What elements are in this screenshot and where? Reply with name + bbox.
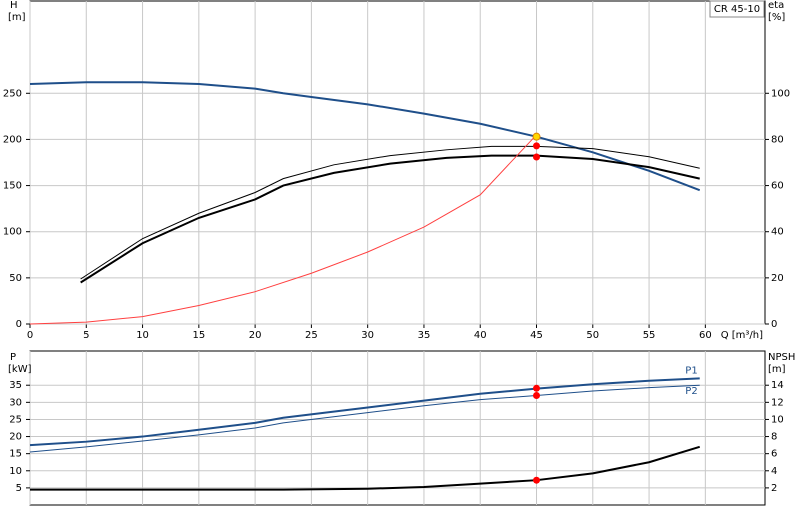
y2-tick-label: 2 (771, 483, 777, 494)
x-tick-label: 15 (192, 330, 205, 341)
y2-tick-label: 8 (771, 432, 777, 443)
y2-tick-label: 100 (771, 88, 790, 99)
y2-tick-label: 0 (771, 319, 777, 330)
x-tick-label: 40 (474, 330, 487, 341)
x-tick-label: 20 (249, 330, 262, 341)
x-tick-label: 45 (530, 330, 543, 341)
y-tick-label: 50 (9, 273, 22, 284)
point-marker (533, 476, 541, 484)
plot-area (29, 350, 766, 506)
y2-tick-label: 6 (771, 449, 777, 460)
y-tick-label: 10 (9, 466, 22, 477)
y2-tick-label: 4 (771, 466, 777, 477)
y-axis-label: H (10, 0, 18, 11)
y-tick-label: 20 (9, 432, 22, 443)
legend-box (709, 0, 765, 18)
y2-axis-unit: [m] (768, 364, 786, 375)
y2-tick-label: 60 (771, 181, 784, 192)
y-tick-label: 30 (9, 397, 22, 408)
y2-axis-label: eta (768, 0, 784, 11)
y-axis-unit: [kW] (8, 364, 32, 375)
point-marker (533, 153, 541, 161)
series-line (29, 377, 700, 447)
x-tick-label: 50 (586, 330, 599, 341)
y-tick-label: 100 (3, 227, 22, 238)
point-marker (532, 132, 541, 141)
series-line (29, 134, 537, 325)
y2-axis-label: NPSH (768, 352, 795, 363)
series-line (30, 445, 701, 491)
y-axis-unit: [m] (8, 12, 26, 23)
series-label: P2 (685, 386, 697, 397)
y-tick-label: 15 (9, 449, 22, 460)
y-tick-label: 5 (16, 483, 22, 494)
legend-title: CR 45-10 (714, 4, 760, 15)
y2-tick-label: 12 (771, 397, 784, 408)
x-tick-label: 25 (305, 330, 318, 341)
y2-tick-label: 20 (771, 273, 784, 284)
point-marker (533, 384, 541, 392)
series-line (29, 384, 700, 453)
x-tick-label: 55 (643, 330, 656, 341)
x-axis-label: Q [m³/h] (721, 330, 763, 341)
y-tick-label: 150 (3, 181, 22, 192)
series-line (80, 154, 700, 284)
x-tick-label: 0 (27, 330, 33, 341)
point-marker (533, 391, 541, 399)
series-line (80, 145, 700, 280)
y-tick-label: 25 (9, 414, 22, 425)
y-axis-label: P (10, 352, 16, 363)
y2-axis-unit: [%] (768, 12, 785, 23)
point-marker (533, 142, 541, 150)
y2-tick-label: 14 (771, 380, 784, 391)
y2-tick-label: 10 (771, 414, 784, 425)
x-tick-label: 35 (418, 330, 431, 341)
y-tick-label: 250 (3, 88, 22, 99)
series-label: P1 (685, 365, 697, 376)
y-tick-label: 0 (16, 319, 22, 330)
x-tick-label: 60 (699, 330, 712, 341)
y-tick-label: 35 (9, 380, 22, 391)
y2-tick-label: 80 (771, 134, 784, 145)
x-tick-label: 5 (83, 330, 89, 341)
series-line (29, 81, 701, 192)
x-tick-label: 30 (361, 330, 374, 341)
x-tick-label: 10 (136, 330, 149, 341)
y2-tick-label: 40 (771, 227, 784, 238)
y-tick-label: 200 (3, 134, 22, 145)
